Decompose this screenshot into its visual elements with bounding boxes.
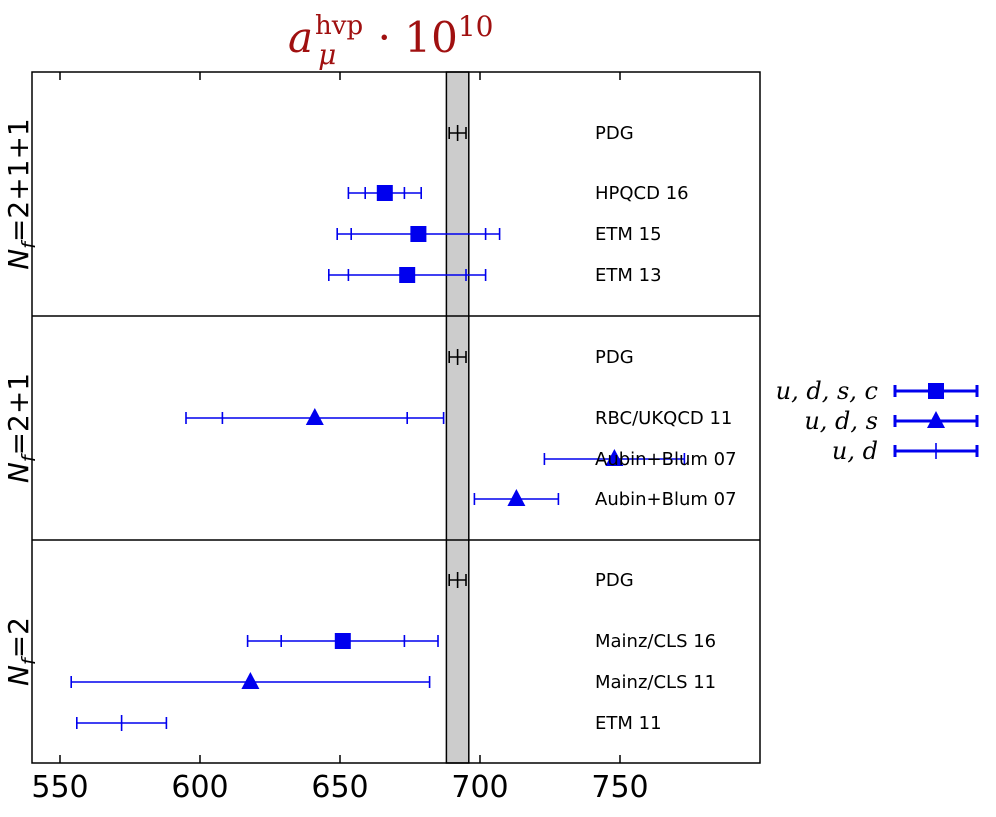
data-point xyxy=(70,672,431,689)
legend-square-marker xyxy=(928,383,944,399)
data-point xyxy=(473,489,560,506)
pdg-uncertainty-band xyxy=(445,71,470,764)
row-label: PDG xyxy=(595,347,634,368)
legend-entry: u, d, s, c xyxy=(776,377,979,405)
triangle-marker xyxy=(241,672,260,689)
legend-entry: u, d xyxy=(832,437,979,465)
x-tick-label: 750 xyxy=(591,770,648,805)
data-point xyxy=(76,715,168,731)
square-marker xyxy=(410,226,427,242)
data-point xyxy=(448,349,467,365)
legend-label: u, d, s, c xyxy=(776,377,878,405)
legend-entry: u, d, s xyxy=(804,407,979,435)
row-label: ETM 11 xyxy=(595,713,662,734)
square-marker xyxy=(399,267,416,283)
legend-triangle-marker xyxy=(927,411,945,428)
triangle-marker xyxy=(605,449,624,466)
x-tick-label: 650 xyxy=(311,770,368,805)
row-label: Mainz/CLS 11 xyxy=(595,672,716,693)
panel-flavor-label: Nf=2+1 xyxy=(2,373,40,483)
legend-label: u, d xyxy=(832,437,878,465)
triangle-marker xyxy=(305,408,324,425)
panel-flavor-label: Nf=2+1+1 xyxy=(2,118,40,269)
data-point xyxy=(448,572,467,588)
row-label: Aubin+Blum 07 xyxy=(595,489,737,510)
row-label: PDG xyxy=(595,123,634,144)
data-point xyxy=(543,449,686,466)
row-label: ETM 13 xyxy=(595,265,662,286)
row-label: ETM 15 xyxy=(595,224,662,245)
x-tick-label: 700 xyxy=(451,770,508,805)
row-label: HPQCD 16 xyxy=(595,183,689,204)
data-point xyxy=(336,226,501,242)
row-label: Mainz/CLS 16 xyxy=(595,631,716,652)
square-marker xyxy=(334,633,351,649)
row-label: Aubin+Blum 07 xyxy=(595,449,737,470)
row-label: PDG xyxy=(595,570,634,591)
triangle-marker xyxy=(507,489,526,506)
data-point xyxy=(448,125,467,141)
data-point xyxy=(327,267,487,283)
data-point xyxy=(246,633,439,649)
chart-title: ahvp μ · 1010 xyxy=(288,10,493,71)
square-marker xyxy=(376,185,393,201)
plot-frame xyxy=(31,71,761,764)
x-tick-label: 550 xyxy=(31,770,88,805)
data-point xyxy=(185,408,445,425)
panel-flavor-label: Nf=2 xyxy=(2,617,40,686)
data-point xyxy=(347,185,423,201)
x-tick-label: 600 xyxy=(171,770,228,805)
legend-label: u, d, s xyxy=(804,407,878,435)
row-label: RBC/UKQCD 11 xyxy=(595,408,732,429)
